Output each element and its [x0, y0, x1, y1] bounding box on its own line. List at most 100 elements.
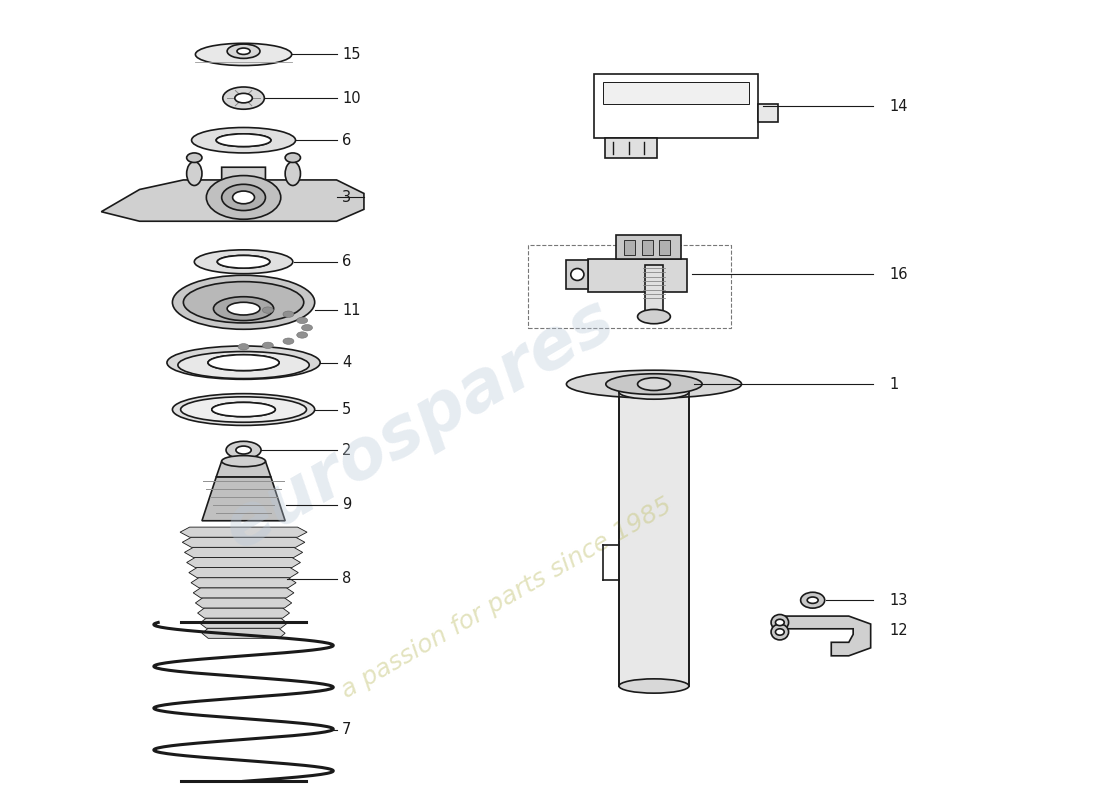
Ellipse shape	[236, 48, 250, 54]
Ellipse shape	[776, 619, 784, 626]
Ellipse shape	[297, 318, 308, 323]
Ellipse shape	[173, 275, 315, 330]
Ellipse shape	[222, 456, 265, 466]
Polygon shape	[101, 167, 364, 222]
Ellipse shape	[638, 378, 670, 390]
Ellipse shape	[217, 134, 271, 146]
Text: 6: 6	[342, 254, 351, 270]
Text: 8: 8	[342, 571, 351, 586]
Ellipse shape	[187, 153, 202, 162]
Ellipse shape	[285, 162, 300, 186]
Bar	[566, 260, 588, 289]
Text: 15: 15	[342, 47, 361, 62]
Ellipse shape	[180, 397, 307, 422]
Ellipse shape	[235, 446, 251, 454]
Ellipse shape	[619, 385, 689, 399]
Ellipse shape	[771, 624, 789, 640]
Polygon shape	[185, 547, 302, 558]
Text: 1: 1	[889, 377, 899, 392]
Bar	[588, 258, 686, 292]
Ellipse shape	[173, 394, 315, 426]
Ellipse shape	[238, 343, 249, 350]
Ellipse shape	[301, 325, 312, 331]
Ellipse shape	[283, 338, 294, 344]
Ellipse shape	[212, 402, 275, 417]
Polygon shape	[189, 567, 298, 578]
Ellipse shape	[223, 87, 264, 110]
Bar	[758, 105, 778, 122]
Ellipse shape	[606, 374, 702, 394]
Bar	[605, 138, 658, 158]
Text: a passion for parts since 1985: a passion for parts since 1985	[337, 494, 675, 703]
Ellipse shape	[638, 310, 670, 324]
Text: eurospares: eurospares	[211, 285, 626, 562]
Ellipse shape	[232, 191, 254, 204]
Text: 3: 3	[342, 190, 351, 205]
Ellipse shape	[571, 269, 584, 281]
Text: 13: 13	[889, 593, 908, 608]
Ellipse shape	[207, 175, 280, 219]
Bar	[642, 239, 653, 255]
Polygon shape	[202, 477, 285, 521]
Ellipse shape	[227, 302, 260, 315]
Ellipse shape	[208, 354, 279, 370]
Ellipse shape	[218, 255, 270, 268]
Ellipse shape	[283, 311, 294, 318]
Ellipse shape	[217, 134, 271, 146]
Ellipse shape	[801, 592, 825, 608]
Text: 12: 12	[889, 623, 908, 638]
Text: 10: 10	[342, 90, 361, 106]
Ellipse shape	[619, 679, 689, 693]
Polygon shape	[780, 616, 871, 656]
Ellipse shape	[227, 44, 260, 58]
Text: 11: 11	[342, 302, 361, 318]
Bar	[603, 82, 749, 105]
Bar	[528, 245, 730, 329]
Polygon shape	[191, 578, 296, 588]
Ellipse shape	[238, 306, 249, 312]
Ellipse shape	[776, 629, 784, 635]
Bar	[646, 265, 662, 321]
Ellipse shape	[184, 282, 304, 323]
Ellipse shape	[178, 351, 309, 378]
Text: 5: 5	[342, 402, 351, 417]
Ellipse shape	[187, 162, 202, 186]
Ellipse shape	[212, 402, 275, 417]
Polygon shape	[202, 628, 285, 638]
Text: 7: 7	[342, 722, 351, 737]
Polygon shape	[200, 618, 287, 628]
Ellipse shape	[226, 442, 261, 458]
Text: 16: 16	[889, 267, 908, 282]
Text: 2: 2	[342, 442, 351, 458]
Polygon shape	[187, 558, 300, 567]
Ellipse shape	[297, 332, 308, 338]
Text: 4: 4	[342, 355, 351, 370]
Ellipse shape	[807, 597, 818, 603]
Ellipse shape	[263, 307, 273, 314]
Bar	[616, 234, 681, 258]
Ellipse shape	[213, 297, 274, 321]
Ellipse shape	[208, 354, 279, 370]
Text: 14: 14	[889, 98, 908, 114]
Ellipse shape	[285, 153, 300, 162]
Ellipse shape	[566, 370, 741, 398]
Ellipse shape	[234, 94, 252, 103]
Ellipse shape	[196, 43, 292, 66]
Ellipse shape	[263, 342, 273, 349]
Ellipse shape	[218, 255, 270, 268]
Bar	[619, 392, 689, 686]
Polygon shape	[183, 538, 305, 547]
Text: 6: 6	[342, 133, 351, 148]
Ellipse shape	[191, 127, 296, 153]
Polygon shape	[180, 527, 307, 538]
Text: 9: 9	[342, 498, 351, 512]
Ellipse shape	[167, 346, 320, 379]
Polygon shape	[196, 598, 292, 608]
Polygon shape	[198, 608, 289, 618]
Ellipse shape	[195, 250, 293, 274]
Ellipse shape	[222, 184, 265, 210]
Bar	[594, 74, 758, 138]
Polygon shape	[194, 588, 294, 598]
Bar	[659, 239, 670, 255]
Bar	[625, 239, 636, 255]
